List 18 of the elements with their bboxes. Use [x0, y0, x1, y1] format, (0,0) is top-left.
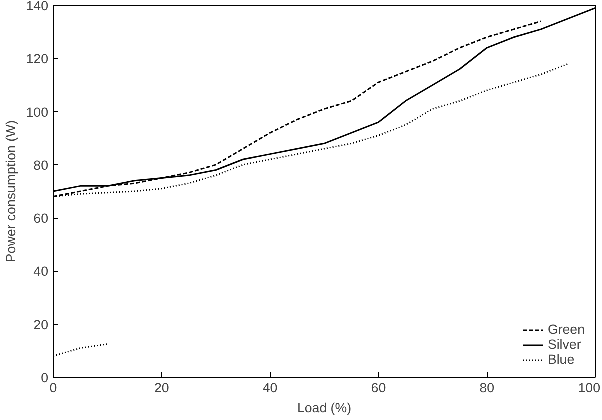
legend-label: Silver	[548, 337, 582, 352]
y-tick-label: 80	[34, 158, 49, 173]
legend-label: Green	[548, 322, 585, 337]
x-tick-label: 100	[578, 380, 601, 396]
x-axis-title: Load (%)	[297, 400, 352, 416]
y-tick-label: 40	[34, 264, 49, 280]
y-tick-label: 0	[41, 370, 49, 386]
x-tick-label: 60	[371, 380, 386, 396]
x-tick-label: 20	[154, 380, 170, 396]
x-tick-label: 80	[480, 380, 495, 396]
x-tick-label: 40	[262, 380, 278, 396]
y-tick-label: 20	[34, 317, 49, 332]
y-tick-label: 100	[26, 104, 49, 120]
y-tick-label: 140	[26, 0, 49, 14]
y-tick-label: 60	[34, 211, 49, 226]
y-tick-label: 120	[26, 52, 49, 67]
y-axis-title: Power consumption (W)	[3, 120, 18, 263]
legend-label: Blue	[548, 352, 575, 367]
